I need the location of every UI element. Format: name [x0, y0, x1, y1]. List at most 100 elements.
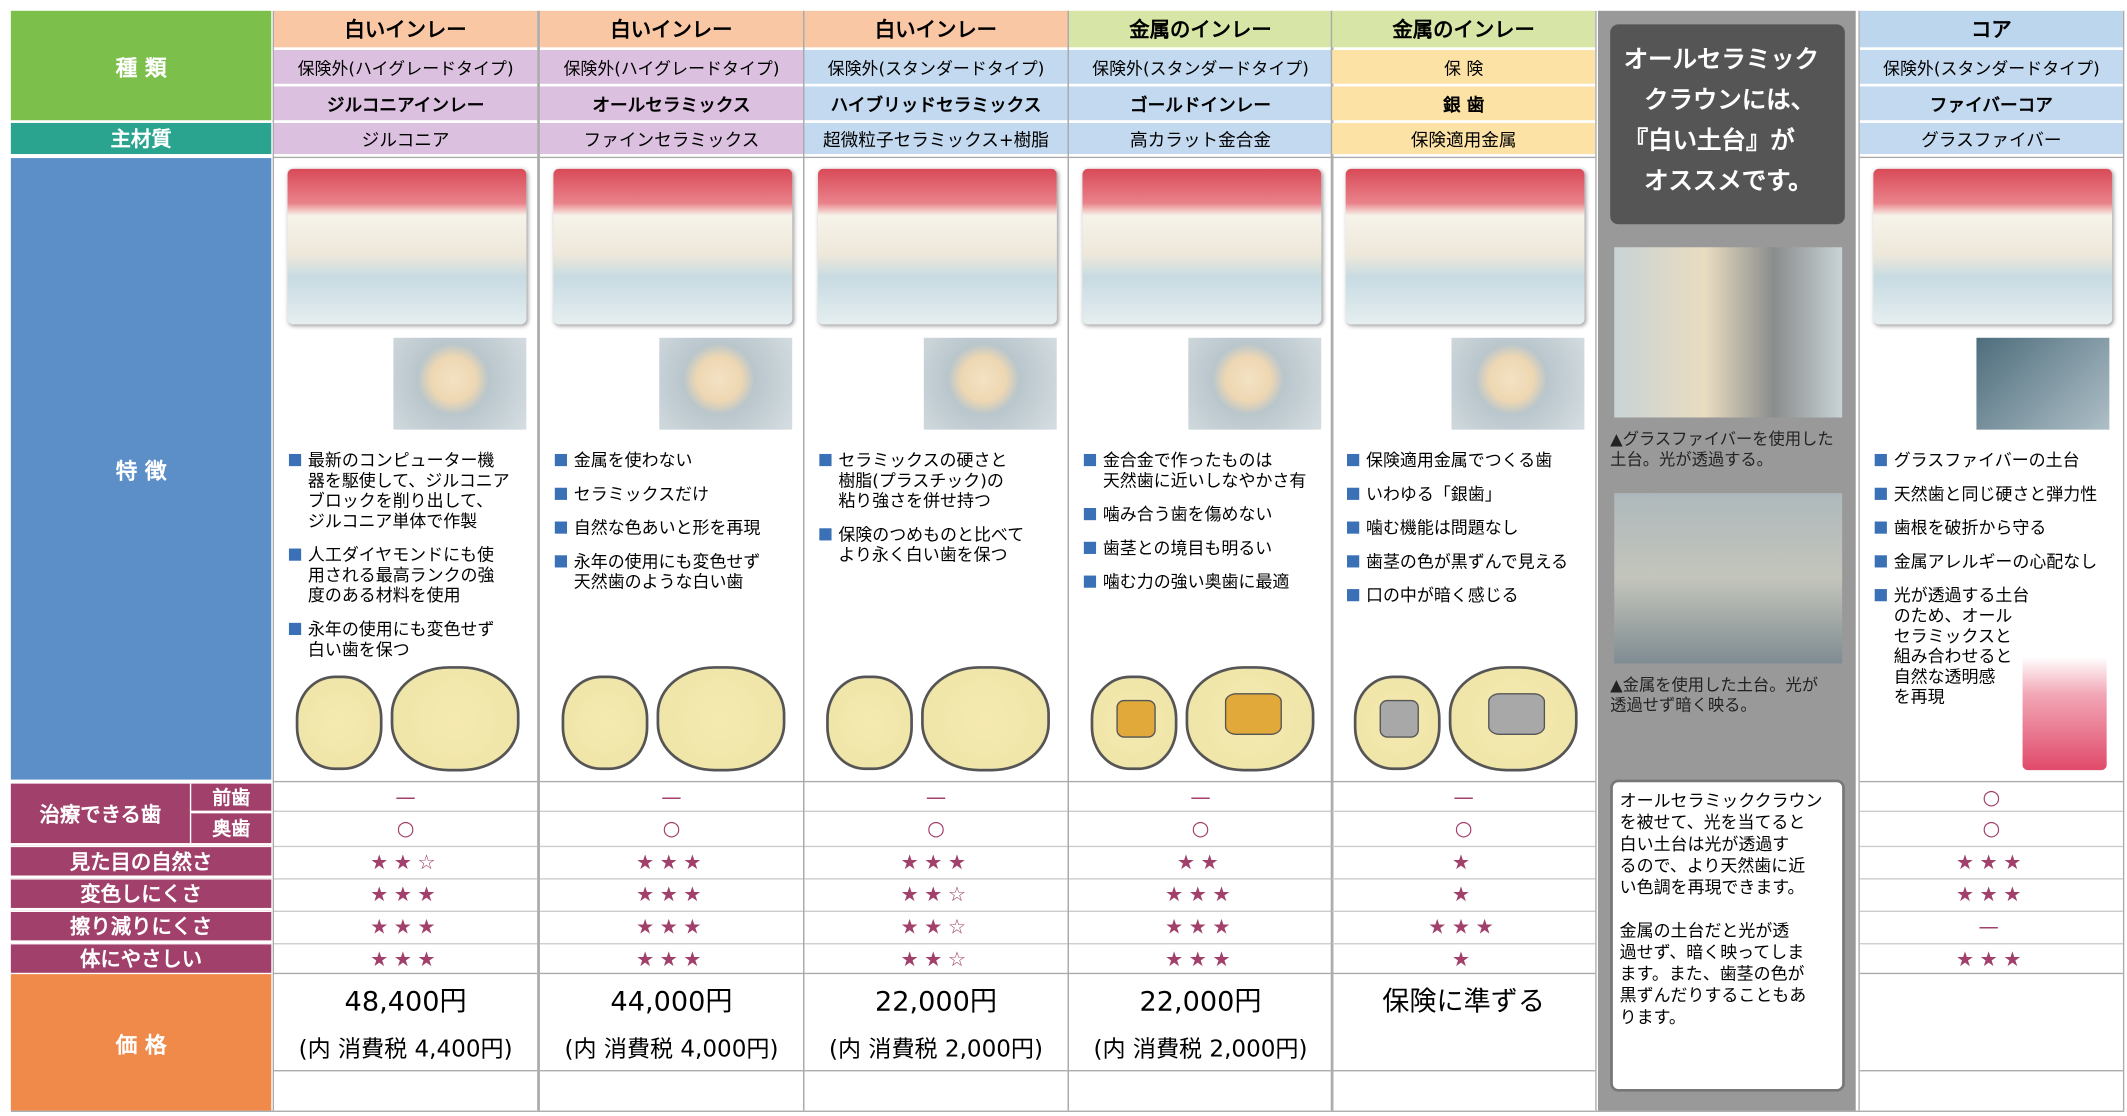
note-text: ります。: [1619, 1006, 1686, 1027]
caption: 土台。光が透過する。: [1610, 449, 1773, 469]
col-border: [803, 10, 805, 1111]
category-cell: コア: [1859, 10, 2123, 48]
feature-text: 金属を使わない: [573, 449, 693, 471]
material-cell: ジルコニア: [274, 122, 538, 155]
col-border: [2122, 10, 2125, 1111]
price-cell: 22,000円: [874, 984, 998, 1017]
feature-text: 金属アレルギーの心配なし: [1893, 551, 2098, 572]
row-border: [274, 1070, 538, 1072]
tooth-diagram: [390, 666, 520, 772]
bullet: [554, 453, 568, 467]
row-border: [274, 972, 538, 975]
row-border: [539, 156, 804, 159]
note-text: い色調を再現できます。: [1619, 876, 1805, 898]
back-cell: ○: [662, 816, 681, 841]
inlay-photo: [1188, 337, 1322, 430]
feature-text: 組み合わせると: [1893, 645, 2013, 667]
class-cell: 保険外(ハイグレードタイプ): [539, 49, 804, 84]
root-diagram: [2022, 580, 2107, 771]
feature-text: いわゆる「銀歯」: [1366, 483, 1502, 504]
front-cell: —: [539, 784, 804, 813]
bullet: [1347, 555, 1360, 568]
rating-cell: ★★★: [1859, 845, 2123, 876]
bullet: [288, 622, 302, 636]
row-border: [804, 780, 1068, 783]
name-cell: 銀 歯: [1332, 86, 1596, 121]
feature-text: セラミックスの硬さと: [838, 449, 1008, 471]
price-cell: 22,000円: [1139, 984, 1262, 1017]
feature-text: セラミックスだけ: [573, 483, 709, 504]
col-border: [1595, 10, 1597, 1111]
bullet: [1347, 521, 1360, 534]
bullet: [1874, 453, 1887, 467]
tax-cell: (内 消費税 4,000円): [564, 1035, 779, 1063]
rating-header: 擦り減りにくさ: [10, 910, 272, 941]
inlay-shape: [1224, 692, 1283, 735]
note-text: オールセラミッククラウン: [1619, 790, 1823, 811]
tooth-diagram: [561, 675, 649, 771]
row-border: [1859, 156, 2123, 159]
name-cell: ファイバーコア: [1859, 86, 2123, 121]
bullet: [819, 528, 832, 541]
feature-text: 光が透過する土台: [1893, 585, 2030, 606]
feature-text: より永く白い歯を保つ: [838, 544, 1008, 565]
panel-title: クラウンには、: [1644, 86, 1816, 115]
fiber-photo: [1614, 247, 1843, 418]
inlay-shape: [1116, 699, 1156, 738]
feature-text: 天然歯と同じ硬さと弾力性: [1893, 483, 2098, 504]
bullet: [554, 521, 568, 534]
rating-header: 見た目の自然さ: [10, 845, 272, 876]
panel-title-box: [1610, 24, 1845, 225]
price-header: 価 格: [10, 974, 272, 1111]
bullet: [1874, 555, 1887, 568]
class-cell: 保険外(ハイグレードタイプ): [274, 49, 538, 84]
row-border: [804, 156, 1068, 159]
caption: 透過せず暗く映る。: [1610, 695, 1757, 715]
panel-title: オススメです。: [1644, 167, 1813, 196]
feature-text: 歯茎との境目も明るい: [1102, 537, 1273, 559]
feature-text: 天然歯のような白い歯: [573, 571, 744, 592]
row-border: [1859, 1070, 2123, 1072]
tooth-diagram: [656, 666, 786, 772]
bullet: [288, 453, 302, 467]
features-header: 特 徴: [10, 158, 272, 780]
front-cell: —: [1332, 784, 1596, 813]
caption: ▲グラスファイバーを使用した: [1610, 429, 1834, 449]
row-border: [1332, 780, 1596, 783]
note-text: 過せず、暗く映ってしま: [1619, 941, 1805, 962]
category-cell: 白いインレー: [804, 10, 1068, 48]
col-border: [1330, 10, 1333, 1111]
class-cell: 保険外(スタンダードタイプ): [804, 49, 1068, 84]
bullet: [1347, 487, 1360, 500]
row-border: [274, 780, 538, 783]
rating-cell: —: [1859, 910, 2123, 941]
feature-text: 歯茎の色が黒ずんで見える: [1366, 551, 1569, 572]
rating-cell: ★★☆: [804, 910, 1068, 941]
post-photo: [1976, 337, 2110, 430]
tooth-diagram: [295, 675, 383, 771]
inlay-shape: [1379, 699, 1419, 738]
bullet: [1083, 541, 1097, 554]
feature-text: ブロックを削り出して、: [307, 490, 494, 511]
col-border: [272, 10, 275, 1111]
feature-text: 永年の使用にも変色せず: [307, 618, 495, 640]
back-cell: ○: [1982, 816, 2001, 841]
front-cell: —: [274, 784, 538, 813]
tax-cell: (内 消費税 2,000円): [828, 1035, 1043, 1063]
col-border: [1858, 10, 1860, 1111]
bullet: [288, 548, 302, 561]
name-cell: オールセラミックス: [539, 86, 804, 121]
back-cell: ○: [927, 816, 945, 841]
feature-text: 噛み合う歯を傷めない: [1102, 503, 1273, 525]
row-border: [804, 972, 1068, 975]
front-cell: —: [1068, 784, 1333, 813]
rating-header: 変色しにくさ: [10, 878, 272, 908]
note-text: 白い土台は光が透過す: [1619, 833, 1790, 854]
material-cell: グラスファイバー: [1859, 122, 2123, 155]
rating-cell: ★★★: [539, 943, 804, 973]
row-border: [1332, 156, 1596, 159]
back-cell: ○: [1454, 816, 1473, 841]
class-cell: 保険外(スタンダードタイプ): [1068, 49, 1333, 84]
rating-cell: ★★★: [1332, 910, 1596, 941]
